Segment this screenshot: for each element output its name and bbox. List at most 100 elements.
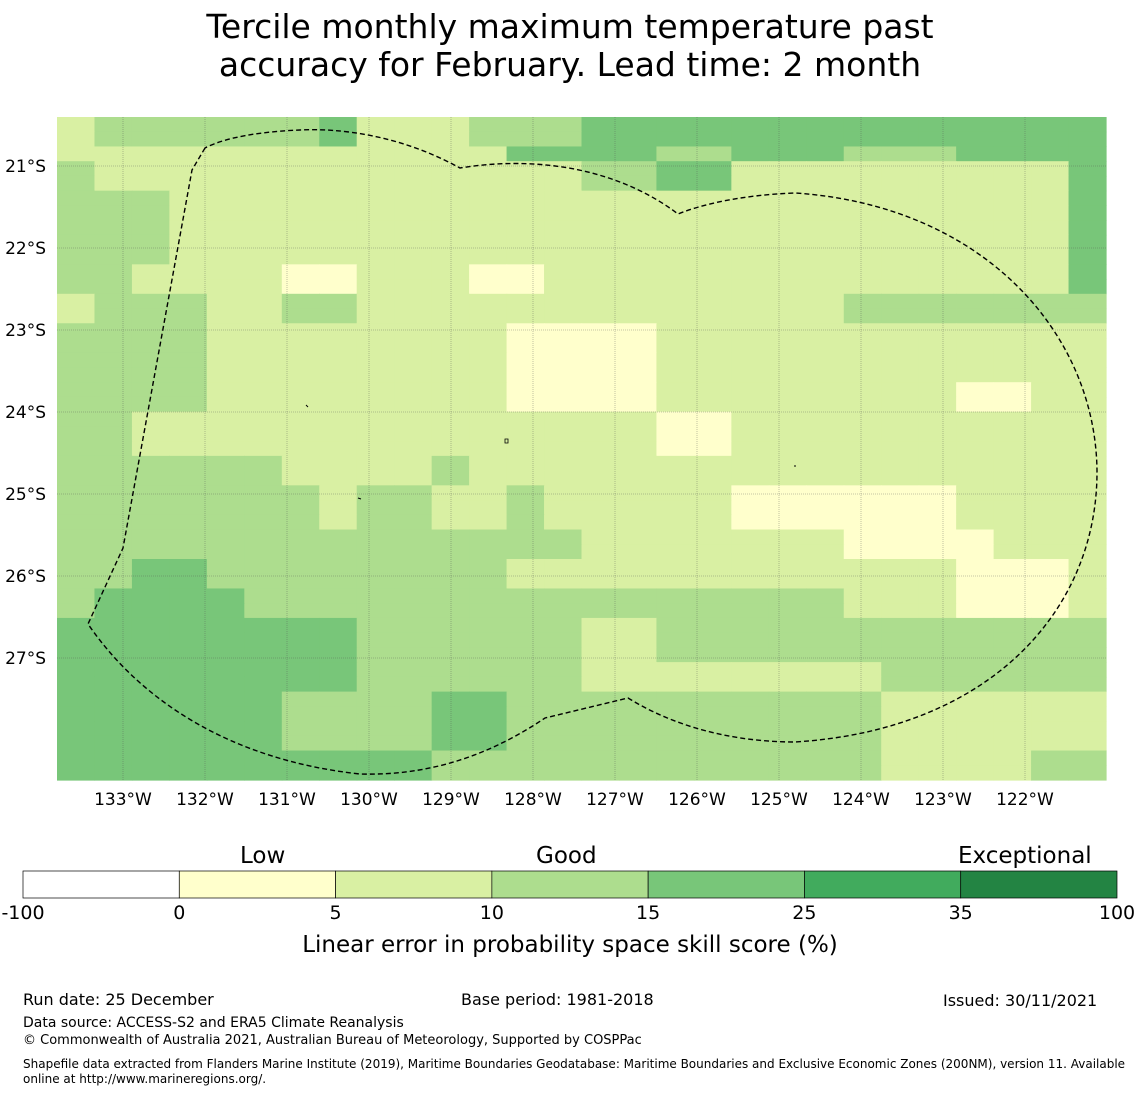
grid-cell: [843, 175, 882, 192]
grid-cell: [581, 205, 620, 221]
grid-cell: [319, 500, 358, 516]
grid-cell: [469, 573, 508, 590]
grid-cell: [693, 220, 732, 236]
grid-cell: [94, 308, 133, 324]
grid-cell: [918, 161, 957, 177]
grid-cell: [431, 190, 470, 206]
grid-cell: [918, 470, 957, 486]
grid-cell: [956, 470, 995, 486]
grid-cell: [206, 396, 245, 413]
grid-cell: [1031, 632, 1070, 648]
grid-cell: [506, 161, 545, 177]
grid-cell: [731, 588, 770, 604]
grid-cell: [881, 603, 920, 619]
grid-cell: [956, 647, 995, 663]
colorbar-segment: [335, 870, 493, 899]
grid-cell: [206, 514, 245, 531]
grid-cell: [581, 264, 620, 280]
grid-cell: [1068, 146, 1107, 162]
grid-cell: [356, 220, 395, 236]
grid-cell: [131, 131, 170, 148]
grid-cell: [918, 721, 957, 737]
grid-cell: [394, 190, 433, 206]
grid-cell: [956, 544, 995, 560]
grid-cell: [768, 455, 807, 472]
grid-cell: [843, 706, 882, 722]
grid-cell: [581, 338, 620, 354]
grid-cell: [918, 500, 957, 516]
grid-cell: [281, 131, 320, 148]
grid-cell: [206, 559, 245, 575]
colorbar-tick-label: 0: [173, 902, 186, 924]
grid-cell: [544, 721, 583, 737]
grid-cell: [544, 175, 583, 192]
grid-cell: [993, 234, 1032, 251]
grid-cell: [656, 662, 695, 678]
grid-cell: [319, 632, 358, 648]
grid-cell: [806, 544, 845, 560]
grid-cell: [244, 676, 283, 693]
grid-cell: [581, 220, 620, 236]
grid-cell: [881, 559, 920, 575]
grid-cell: [1068, 588, 1107, 604]
grid-cell: [1031, 603, 1070, 619]
grid-cell: [843, 500, 882, 516]
grid-cell: [1068, 382, 1107, 398]
grid-cell: [731, 632, 770, 648]
grid-cell: [881, 721, 920, 737]
grid-cell: [768, 279, 807, 295]
lon-tick-label: 123°W: [914, 790, 972, 810]
grid-cell: [431, 411, 470, 427]
grid-cell: [356, 588, 395, 604]
grid-cell: [956, 234, 995, 251]
grid-cell: [656, 441, 695, 457]
grid-cell: [731, 544, 770, 560]
grid-cell: [656, 146, 695, 162]
grid-cell: [881, 234, 920, 251]
grid-cell: [918, 441, 957, 457]
grid-cell: [394, 455, 433, 472]
grid-cell: [319, 603, 358, 619]
grid-cell: [956, 190, 995, 206]
grid-cell: [956, 161, 995, 177]
grid-cell: [544, 161, 583, 177]
grid-cell: [843, 323, 882, 339]
grid-cell: [469, 514, 508, 531]
grid-cell: [506, 573, 545, 590]
grid-cell: [57, 559, 96, 575]
grid-cell: [169, 529, 208, 545]
grid-cell: [618, 588, 658, 604]
grid-cell: [581, 750, 620, 766]
grid-cell: [131, 234, 170, 251]
grid-cell: [1068, 205, 1107, 221]
grid-cell: [131, 573, 170, 590]
grid-cell: [581, 470, 620, 486]
grid-cell: [1031, 588, 1070, 604]
grid-cell: [693, 441, 732, 457]
grid-cell: [881, 117, 920, 133]
grid-cell: [431, 691, 470, 707]
grid-cell: [881, 220, 920, 236]
grid-cell: [356, 338, 395, 354]
grid-cell: [469, 264, 508, 280]
grid-cell: [281, 396, 320, 413]
grid-cell: [656, 161, 695, 177]
grid-cell: [656, 205, 695, 221]
grid-cell: [618, 264, 658, 280]
grid-cell: [206, 750, 245, 766]
grid-cell: [206, 691, 245, 707]
grid-cell: [131, 721, 170, 737]
grid-cell: [656, 500, 695, 516]
grid-cell: [1031, 721, 1070, 737]
grid-cell: [731, 338, 770, 354]
grid-cell: [319, 765, 358, 781]
grid-cell: [656, 721, 695, 737]
grid-cell: [394, 396, 433, 413]
grid-cell: [206, 220, 245, 236]
grid-cell: [768, 220, 807, 236]
grid-cell: [956, 500, 995, 516]
grid-cell: [731, 411, 770, 427]
grid-cell: [693, 117, 732, 133]
grid-cell: [469, 706, 508, 722]
grid-cell: [319, 455, 358, 472]
